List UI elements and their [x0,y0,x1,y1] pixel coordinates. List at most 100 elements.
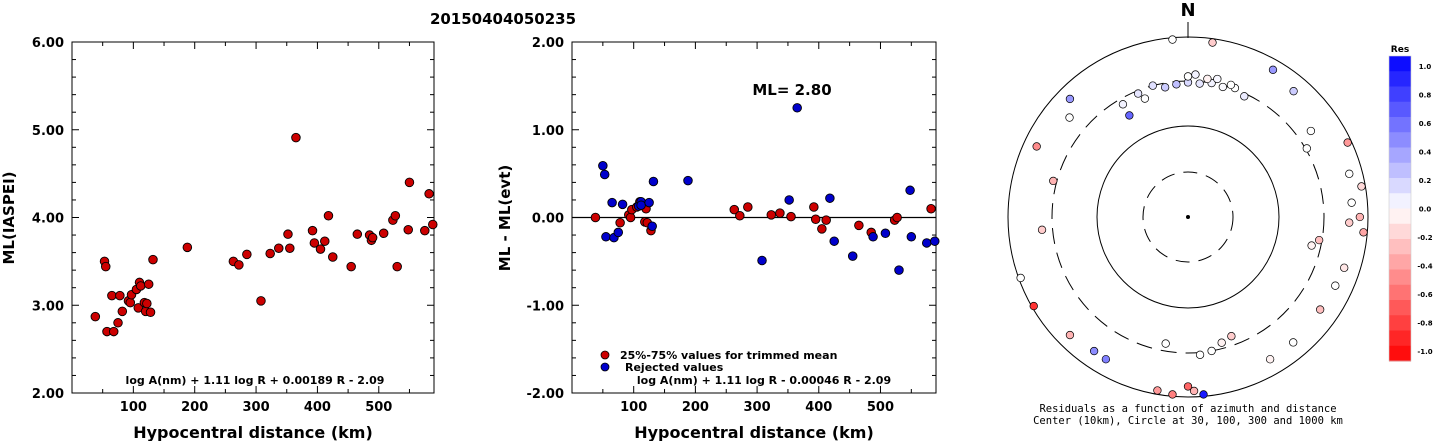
polar-data-point [1049,176,1058,186]
circle-100km [1096,125,1280,309]
x-tick-label: 200 [181,400,208,415]
data-point [784,195,794,205]
data-point [328,252,338,262]
polar-data-point [1118,100,1128,109]
data-point [148,254,158,265]
polar-data-point [1343,138,1352,147]
data-point [683,175,693,186]
data-point [428,219,438,230]
colorbar-swatch [1389,193,1411,209]
x-tick-label: 300 [242,400,269,415]
polar-data-point [1208,38,1217,47]
polar-data-point [1191,70,1200,79]
ml-annotation: ML= 2.80 [752,81,831,99]
data-point [847,251,858,261]
colorbar-swatch [1389,315,1411,331]
polar-data-point [1133,89,1143,98]
y-tick-label: 3.00 [32,299,64,314]
data-point [601,232,611,242]
polar-caption-line2: Center (10km), Circle at 30, 100, 300 an… [1033,415,1343,427]
data-point [648,176,659,187]
polar-data-point [1217,338,1226,347]
event-title: 20150404050235 [430,10,576,28]
polar-data-point [1226,80,1236,90]
colorbar-swatch [1389,178,1411,194]
colorbar-swatch [1389,147,1411,164]
data-point [607,197,617,208]
colorbar-tick-label: -0.2 [1417,234,1432,242]
x-tick-label: 100 [620,400,647,415]
colorbar-swatch [1389,101,1411,118]
colorbar-swatch [1389,345,1411,362]
y-tick-label: -2.00 [527,387,564,402]
colorbar-tick-label: 0.0 [1419,206,1432,214]
data-point [315,244,326,254]
polar-data-point [1032,142,1041,151]
y-tick-label: -1.00 [527,299,564,314]
data-point [274,243,284,253]
outer-circle-1000km [1007,36,1369,398]
colorbar-swatch [1389,269,1411,286]
center-dot [1186,215,1190,219]
north-label: N [1180,0,1195,21]
polar-data-point [1306,126,1316,136]
data-point [256,296,266,306]
data-point [392,261,402,272]
residual-x-axis-label: Hypocentral distance (km) [634,423,874,441]
residual-colorbar: Res 1.0 0.8 0.6 0.4 0.2 0.0 -0.2 -0.4 -0.6 -0.8 -1… [1388,45,1433,362]
data-point [766,210,777,220]
data-point [810,214,821,225]
colorbar-tick-label: -0.4 [1417,263,1432,271]
polar-data-point [1153,386,1162,395]
colorbar-swatches [1388,55,1412,362]
data-point [107,290,117,301]
polar-data-point [1345,169,1354,178]
polar-data-point [1125,111,1134,120]
colorbar-tick-label: 0.4 [1419,149,1432,157]
colorbar-tick-label: -1.0 [1417,348,1432,356]
polar-data-point [1265,355,1275,364]
data-point [142,298,152,309]
polar-data-point [1302,144,1311,153]
y-tick-label: 5.00 [32,124,64,139]
legend-label-trimmed: 25%-75% values for trimmed mean [620,349,837,362]
x-tick-label: 300 [744,400,771,415]
x-tick-label: 100 [120,400,147,415]
data-point [283,229,293,239]
data-point [599,169,610,180]
data-point [775,208,785,218]
colorbar-tick-label: 0.8 [1419,92,1432,100]
data-point [378,228,389,239]
x-tick-label: 200 [682,400,709,415]
data-point [352,229,363,239]
left-points [90,132,438,337]
polar-data-point [1089,346,1099,356]
data-point [113,318,123,328]
data-point [809,202,819,212]
legend-marker-trimmed [600,350,610,360]
colorbar-swatch [1389,254,1411,270]
data-point [182,242,193,253]
polar-data-point [1345,218,1354,227]
data-point [265,248,275,259]
residual-y-ticks: -2.00 -1.00 0.00 1.00 2.00 [527,36,936,402]
polar-data-point [1227,332,1236,341]
data-point [285,243,295,253]
polar-data-point [1101,355,1111,364]
residual-points [590,103,940,275]
data-point [825,193,835,203]
x-tick-label: 500 [867,400,894,415]
left-x-ticks: 100 200 300 400 500 [102,42,410,415]
data-point [644,197,654,208]
colorbar-swatch [1389,300,1411,316]
y-tick-label: 2.00 [32,387,64,402]
left-plot-frame [71,41,435,394]
data-point [125,297,136,308]
data-point [598,160,608,171]
colorbar-tick-label: 0.6 [1419,120,1432,128]
data-point [735,210,745,221]
data-point [892,212,902,223]
data-point [926,203,936,214]
polar-data-point [1065,113,1074,122]
legend-marker-rejected [600,362,610,372]
